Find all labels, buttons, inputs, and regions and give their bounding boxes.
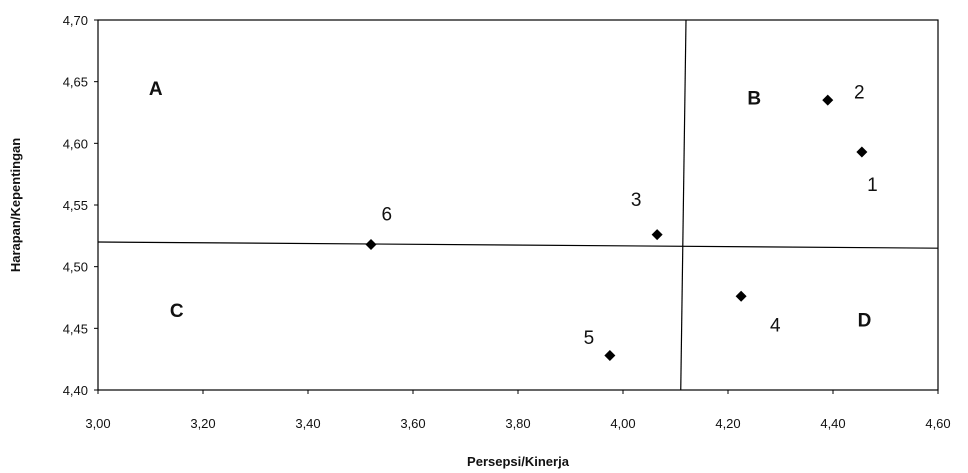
x-tick-label: 4,40 — [820, 416, 845, 431]
x-tick-label: 3,80 — [505, 416, 530, 431]
y-axis-title: Harapan/Kepentingan — [8, 138, 23, 272]
x-tick-label: 3,40 — [295, 416, 320, 431]
y-tick-label: 4,65 — [63, 75, 88, 90]
data-point-label-4: 4 — [770, 316, 781, 337]
y-tick-label: 4,45 — [63, 321, 88, 336]
x-tick-label: 4,00 — [610, 416, 635, 431]
data-point-1 — [856, 146, 868, 158]
quadrant-label-d: D — [858, 311, 872, 332]
data-point-label-1: 1 — [867, 175, 878, 196]
data-point-2 — [822, 94, 834, 106]
y-tick-label: 4,70 — [63, 13, 88, 28]
vertical-divider-line — [680, 19, 687, 391]
x-tick-label: 3,20 — [190, 416, 215, 431]
data-point-label-6: 6 — [381, 205, 392, 226]
data-points: 1 2 3 4 5 6 — [365, 83, 878, 361]
y-tick-label: 4,40 — [63, 383, 88, 398]
quadrant-labels: A B C D — [149, 79, 871, 332]
y-tick-label: 4,60 — [63, 136, 88, 151]
x-tick-label: 3,00 — [85, 416, 110, 431]
horizontal-divider-line — [97, 241, 939, 249]
data-point-label-2: 2 — [854, 83, 865, 104]
quadrant-label-a: A — [149, 79, 163, 100]
data-point-label-3: 3 — [631, 190, 642, 211]
x-tick-label: 4,20 — [715, 416, 740, 431]
y-tick-label: 4,55 — [63, 198, 88, 213]
quadrant-label-b: B — [747, 89, 761, 110]
quadrant-label-c: C — [170, 301, 184, 322]
data-point-label-5: 5 — [584, 328, 595, 349]
x-axis-ticks: 3,00 3,20 3,40 3,60 3,80 4,00 4,20 4,40 4,60 — [85, 390, 951, 431]
data-point-6 — [365, 238, 377, 250]
data-point-5 — [604, 349, 616, 361]
plot-area-frame — [97, 19, 939, 391]
y-tick-label: 4,50 — [63, 260, 88, 275]
x-tick-label: 4,60 — [925, 416, 950, 431]
data-point-4 — [735, 290, 747, 302]
x-tick-label: 3,60 — [400, 416, 425, 431]
x-axis-title: Persepsi/Kinerja — [467, 454, 570, 469]
y-axis-ticks: 4,40 4,45 4,50 4,55 4,60 4,65 4,70 — [63, 13, 98, 398]
data-point-3 — [651, 229, 663, 241]
